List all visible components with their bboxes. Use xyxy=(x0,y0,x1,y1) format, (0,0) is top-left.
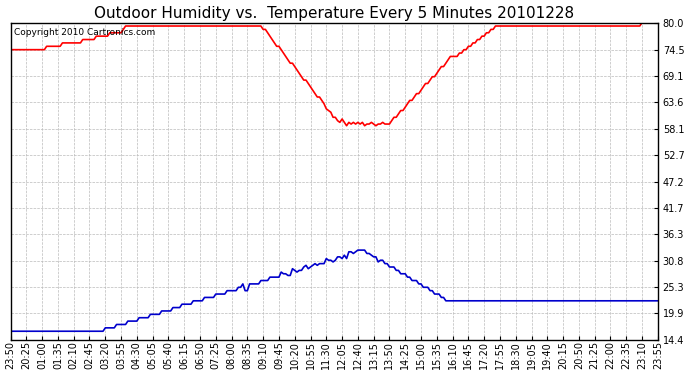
Text: Copyright 2010 Cartronics.com: Copyright 2010 Cartronics.com xyxy=(14,28,155,37)
Title: Outdoor Humidity vs.  Temperature Every 5 Minutes 20101228: Outdoor Humidity vs. Temperature Every 5… xyxy=(94,6,574,21)
